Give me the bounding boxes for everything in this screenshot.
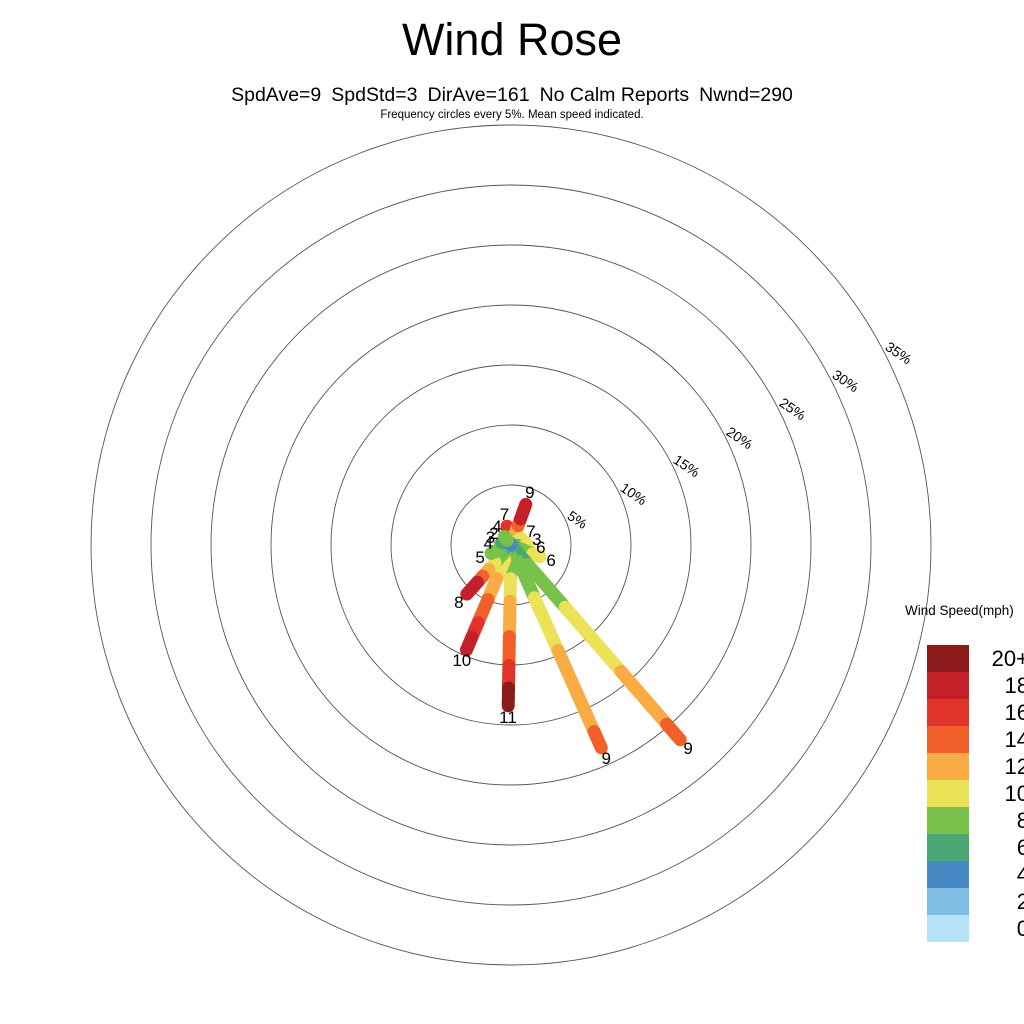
petal-segment — [497, 529, 514, 547]
stat-spdave: SpdAve=9 — [231, 84, 322, 106]
petal-segment — [526, 547, 547, 564]
legend-label: 18 — [1004, 673, 1024, 698]
legend-swatch — [927, 672, 969, 699]
frequency-ring-15 — [330, 364, 692, 726]
legend-swatch — [927, 807, 969, 834]
frequency-rings — [90, 124, 932, 966]
legend-swatch — [927, 645, 969, 672]
frequency-ring-20 — [270, 304, 752, 786]
stat-nwnd: Nwnd=290 — [699, 84, 793, 106]
legend-label: 16 — [1004, 700, 1024, 725]
petal — [504, 538, 608, 755]
petal — [501, 538, 518, 713]
petal-mean-speed-label: 3 — [485, 528, 496, 548]
legend-swatch — [927, 753, 969, 780]
legend-row: 12 — [927, 753, 1024, 780]
legend-row: 8 — [927, 807, 1024, 834]
petal-mean-speed-label: 9 — [683, 738, 693, 758]
petal-mean-speed-label: 8 — [454, 593, 464, 612]
petal — [504, 538, 687, 747]
petal-segment — [614, 665, 674, 731]
legend-title: Wind Speed(mph) — [905, 603, 1014, 618]
petal-mean-speed-label: 4 — [483, 534, 493, 554]
petal-mean-speed-label: 2 — [489, 523, 499, 543]
petal-mean-speed-label: 6 — [546, 551, 556, 571]
petal — [497, 529, 518, 552]
figure-note: Frequency circles every 5%. Mean speed i… — [380, 109, 644, 121]
legend-row: 20+ — [927, 645, 1024, 672]
legend-row: 10 — [927, 780, 1024, 807]
petal-segment — [587, 725, 608, 755]
legend-swatch — [927, 861, 969, 888]
petal-segment — [521, 557, 572, 614]
legend-row: 2 — [927, 888, 1024, 915]
legend-colorbar: 20+ 18 16 14 12 10 8 6 4 2 0 — [927, 645, 1024, 942]
legend-row: 16 — [927, 699, 1024, 726]
petal-segment — [511, 554, 541, 605]
petal-mean-speed-label: 5 — [475, 548, 485, 568]
legend-label: 6 — [1016, 835, 1024, 860]
petal-segment — [660, 717, 687, 747]
stat-dirave: DirAve=161 — [427, 84, 530, 106]
petal-segment — [460, 575, 484, 601]
legend-row: 14 — [927, 726, 1024, 753]
stat-spdstd: SpdStd=3 — [331, 84, 418, 106]
petal-mean-speed-label: 9 — [601, 748, 611, 768]
legend-label: 0 — [1016, 916, 1024, 941]
petal-mean-speed-label: 3 — [532, 529, 542, 549]
petal-mean-speed-label: 6 — [536, 537, 546, 557]
petal-mean-speed-label: 9 — [525, 483, 535, 503]
page-title: Wind Rose — [401, 14, 623, 65]
frequency-ring-25 — [210, 244, 812, 846]
legend-row: 4 — [927, 861, 1024, 888]
legend-label: 2 — [1016, 889, 1024, 914]
legend-swatch — [927, 780, 969, 807]
petal-mean-speed-label: 10 — [452, 651, 472, 670]
petal-segment — [551, 643, 601, 739]
stat-calm: No Calm Reports — [539, 84, 690, 106]
petal-mean-speed-label: 11 — [499, 707, 517, 727]
legend-swatch — [927, 699, 969, 726]
legend-swatch — [927, 726, 969, 753]
legend-label: 20+ — [991, 646, 1024, 671]
frequency-ring-35 — [90, 124, 932, 966]
legend-swatch — [927, 888, 969, 915]
legend-label: 12 — [1004, 754, 1024, 779]
petal-mean-speed-label: 4 — [492, 517, 502, 536]
legend-label: 8 — [1016, 808, 1024, 833]
petal-segment — [527, 591, 565, 657]
legend-row: 6 — [927, 834, 1024, 861]
legend-label: 14 — [1004, 727, 1024, 752]
petals — [459, 497, 687, 755]
legend-row: 0 — [927, 915, 1024, 942]
legend-row: 18 — [927, 672, 1024, 699]
petal-segment — [558, 600, 628, 679]
legend-swatch — [927, 834, 969, 861]
petal-segment — [459, 630, 479, 657]
legend-label: 4 — [1016, 862, 1024, 887]
legend-swatch — [927, 915, 969, 942]
summary-stats: SpdAve=9 SpdStd=3 DirAve=161 No Calm Report… — [0, 84, 1024, 107]
petal-mean-speed-label: 7 — [499, 504, 510, 524]
petal-mean-speed-label: 7 — [526, 521, 536, 541]
frequency-ring-30 — [150, 184, 872, 906]
legend-label: 10 — [1004, 781, 1024, 806]
petal-segment — [513, 497, 533, 526]
